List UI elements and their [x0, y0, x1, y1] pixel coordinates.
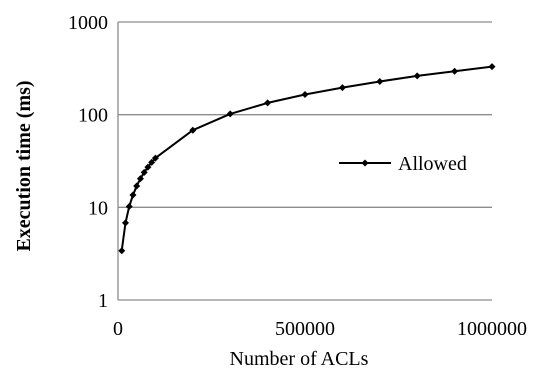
y-tick-label: 100 — [78, 105, 108, 127]
x-tick-label: 0 — [113, 318, 123, 340]
data-point — [140, 168, 148, 176]
legend: Allowed — [339, 153, 467, 175]
data-point — [151, 154, 159, 162]
y-tick-label: 1 — [98, 290, 108, 312]
x-axis-title: Number of ACLs — [230, 348, 369, 370]
series-group — [118, 63, 496, 255]
data-point — [376, 77, 384, 85]
legend-marker — [361, 159, 369, 167]
data-point — [129, 191, 137, 199]
data-point — [264, 99, 272, 107]
data-point — [413, 72, 421, 80]
data-point — [226, 110, 234, 118]
legend-label: Allowed — [398, 153, 467, 175]
data-point — [148, 158, 156, 166]
y-tick-label: 1000 — [68, 12, 108, 34]
y-tick-label: 10 — [88, 197, 108, 219]
data-point — [189, 126, 197, 134]
x-tick-label: 500000 — [275, 318, 335, 340]
data-point — [118, 247, 126, 255]
data-point — [121, 219, 129, 227]
data-point — [301, 91, 309, 99]
x-tick-labels: 0 500000 1000000 — [113, 318, 527, 340]
data-point — [125, 203, 133, 211]
data-point — [338, 84, 346, 92]
data-point — [144, 163, 152, 171]
data-point — [133, 182, 141, 190]
y-axis-title: Execution time (ms) — [13, 80, 35, 251]
x-tick-label: 1000000 — [457, 318, 527, 340]
gridlines — [118, 21, 492, 301]
data-point — [136, 175, 144, 183]
data-point — [451, 67, 459, 75]
data-point — [488, 63, 496, 71]
y-tick-labels: 1 10 100 1000 — [68, 12, 108, 312]
